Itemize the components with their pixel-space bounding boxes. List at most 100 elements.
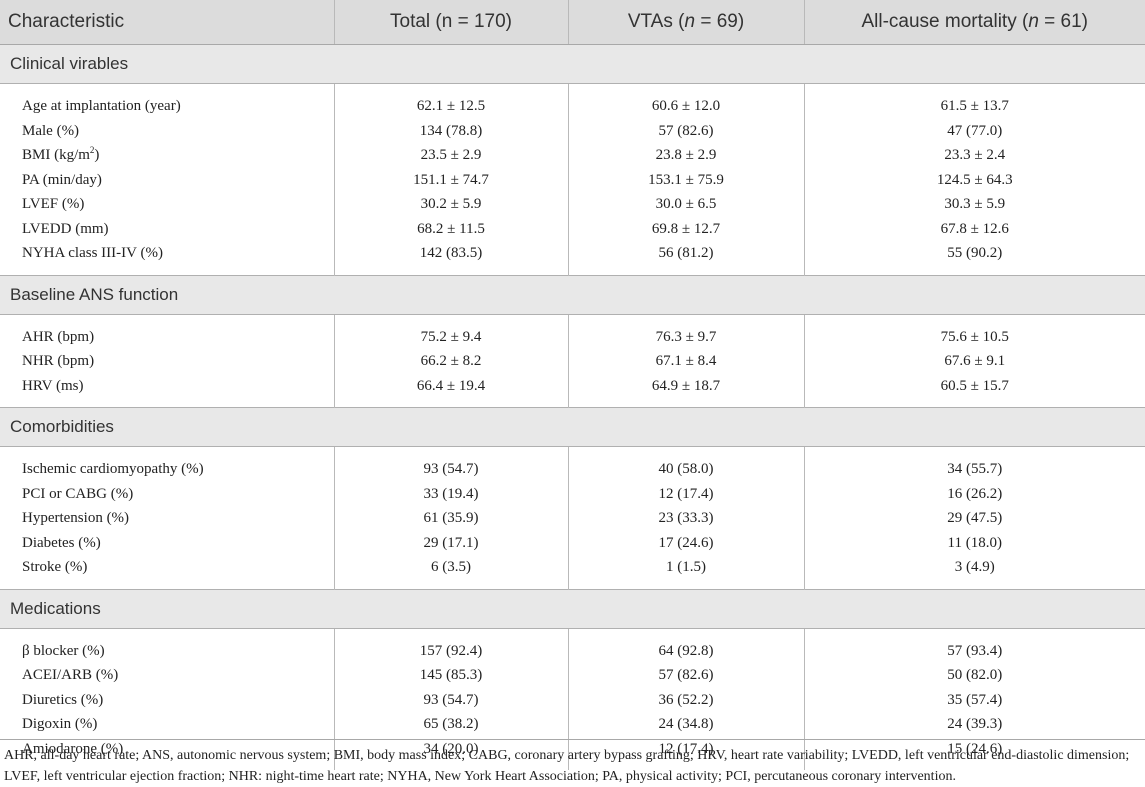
cell-vtas: 36 (52.2) [568, 687, 805, 712]
cell-vtas: 67.1 ± 8.4 [568, 349, 805, 374]
row-label-text: PCI or CABG (%) [22, 485, 134, 502]
cell-total: 61 (35.9) [334, 506, 569, 531]
cell-total: 142 (83.5) [334, 241, 569, 266]
cell-mortality: 67.8 ± 12.6 [940, 220, 1009, 237]
cell-mortality: 67.6 ± 9.1 [944, 353, 1006, 370]
cell-vtas: 57 (82.6) [568, 663, 805, 688]
cell-total: 23.5 ± 2.9 [334, 143, 569, 168]
cell-mortality: 55 (90.2) [947, 245, 1003, 262]
row-label: NYHA class III-IV (%) [0, 241, 335, 266]
header-vtas: VTAs (n = 69) [568, 0, 805, 45]
cell-total: 6 (3.5) [334, 555, 569, 580]
cell-total: 66.2 ± 8.2 [334, 349, 569, 374]
spacer-row [0, 314, 1145, 325]
row-label: Diabetes (%) [0, 530, 335, 555]
cell-vtas: 23.8 ± 2.9 [568, 143, 805, 168]
cell-total: 145 (85.3) [334, 663, 569, 688]
row-label-text: Age at implantation (year) [22, 98, 181, 115]
cell-total: 62.1 ± 12.5 [334, 94, 569, 119]
spacer-cell [334, 83, 569, 94]
spacer-cell [568, 446, 805, 457]
table-row: Ischemic cardiomyopathy (%) 93 (54.7) 40 (… [0, 457, 1145, 482]
section-header: Comorbidities [0, 407, 1145, 447]
cell-mortality: 124.5 ± 64.3 [936, 171, 1013, 188]
table-row: Age at implantation (year) 62.1 ± 12.5 60.… [0, 94, 1145, 119]
baseline-characteristics-table: Characteristic Total (n = 170) VTAs (n =… [0, 0, 1145, 770]
spacer-cell [804, 84, 1145, 95]
row-label: PA (min/day) [0, 167, 335, 192]
row-label-superscript: 2 [89, 145, 95, 156]
row-label: PCI or CABG (%) [0, 481, 335, 506]
spacer-cell [0, 83, 335, 94]
row-label: Age at implantation (year) [0, 94, 335, 119]
row-label-text: Ischemic cardiomyopathy (%) [22, 461, 204, 478]
section-title: Clinical virables [0, 44, 1145, 84]
row-label: LVEF (%) [0, 192, 335, 217]
spacer-cell [804, 266, 1145, 276]
table-row: Hypertension (%) 61 (35.9) 23 (33.3) 29 (47… [0, 506, 1145, 531]
table-row: Male (%) 134 (78.8) 57 (82.6) 47 (77.0) [0, 118, 1145, 143]
cell-total: 30.2 ± 5.9 [334, 192, 569, 217]
cell-mortality: 30.3 ± 5.9 [944, 196, 1006, 213]
row-label: Amiodarone (%) [0, 736, 335, 761]
spacer-cell [568, 265, 805, 275]
spacer-cell [0, 628, 335, 639]
cell-mortality: 50 (82.0) [947, 667, 1003, 684]
cell-mortality: 34 (55.7) [947, 461, 1003, 478]
row-label: ACEI/ARB (%) [0, 663, 335, 688]
cell-total: 75.2 ± 9.4 [334, 324, 569, 349]
cell-vtas: 64 (92.8) [568, 638, 805, 663]
table-row: PCI or CABG (%) 33 (19.4) 12 (17.4) 16 (26.… [0, 481, 1145, 506]
table-row: BMI (kg/m2) 23.5 ± 2.9 23.8 ± 2.9 23.3 ± 2.… [0, 143, 1145, 168]
spacer-cell [0, 579, 335, 589]
spacer-cell [804, 314, 1145, 325]
table-row: ACEI/ARB (%) 145 (85.3) 57 (82.6) 50 (82.0) [0, 663, 1145, 688]
row-label-text: NHR (bpm) [22, 353, 95, 370]
spacer-cell [334, 628, 569, 639]
cell-mortality: 57 (93.4) [947, 642, 1003, 659]
spacer-cell [804, 447, 1145, 458]
row-label-text: BMI (kg/m [22, 147, 90, 164]
cell-vtas: 17 (24.6) [568, 530, 805, 555]
cell-mortality: 60.5 ± 15.7 [940, 377, 1009, 394]
row-label: BMI (kg/m2) [0, 143, 335, 168]
spacer-cell [334, 761, 569, 770]
spacer-row [0, 761, 1145, 770]
cell-mortality: 11 (18.0) [947, 534, 1002, 551]
section-title: Baseline ANS function [0, 274, 1145, 315]
row-label-suffix: ) [94, 147, 100, 164]
spacer-cell [0, 265, 335, 275]
row-label-text: LVEDD (mm) [22, 220, 109, 237]
spacer-row [0, 265, 1145, 276]
spacer-cell [568, 628, 805, 639]
cell-mortality: 23.3 ± 2.4 [944, 147, 1006, 164]
spacer-row [0, 579, 1145, 590]
cell-total: 157 (92.4) [334, 638, 569, 663]
row-label: Male (%) [0, 118, 335, 143]
cell-vtas: 40 (58.0) [568, 457, 805, 482]
row-label: Stroke (%) [0, 555, 335, 580]
spacer-cell [0, 398, 335, 408]
cell-vtas: 64.9 ± 18.7 [568, 373, 805, 398]
cell-total: 93 (54.7) [334, 457, 569, 482]
spacer-row [0, 83, 1145, 95]
row-label: AHR (bpm) [0, 324, 335, 349]
cell-total: 29 (17.1) [334, 530, 569, 555]
spacer-row [0, 446, 1145, 458]
cell-total: 134 (78.8) [334, 118, 569, 143]
cell-vtas: 1 (1.5) [568, 555, 805, 580]
spacer-row [0, 398, 1145, 408]
cell-mortality: 29 (47.5) [947, 510, 1003, 527]
table-row: LVEDD (mm) 68.2 ± 11.5 69.8 ± 12.7 67.8 ± 1… [0, 216, 1145, 241]
cell-total: 151.1 ± 74.7 [334, 167, 569, 192]
header-row: Characteristic Total (n = 170) VTAs (n =… [0, 0, 1145, 45]
table-row: Stroke (%) 6 (3.5) 1 (1.5) 3 (4.9) [0, 555, 1145, 580]
spacer-cell [568, 314, 805, 325]
row-label-text: LVEF (%) [22, 196, 85, 213]
table-row: Amiodarone (%) 34 (20.0) 12 (17.4) 15 (24.6… [0, 736, 1145, 761]
spacer-cell [0, 761, 335, 770]
spacer-cell [804, 580, 1145, 590]
spacer-cell [568, 83, 805, 94]
section-header: Medications [0, 588, 1145, 629]
row-label-text: β blocker (%) [22, 642, 105, 659]
